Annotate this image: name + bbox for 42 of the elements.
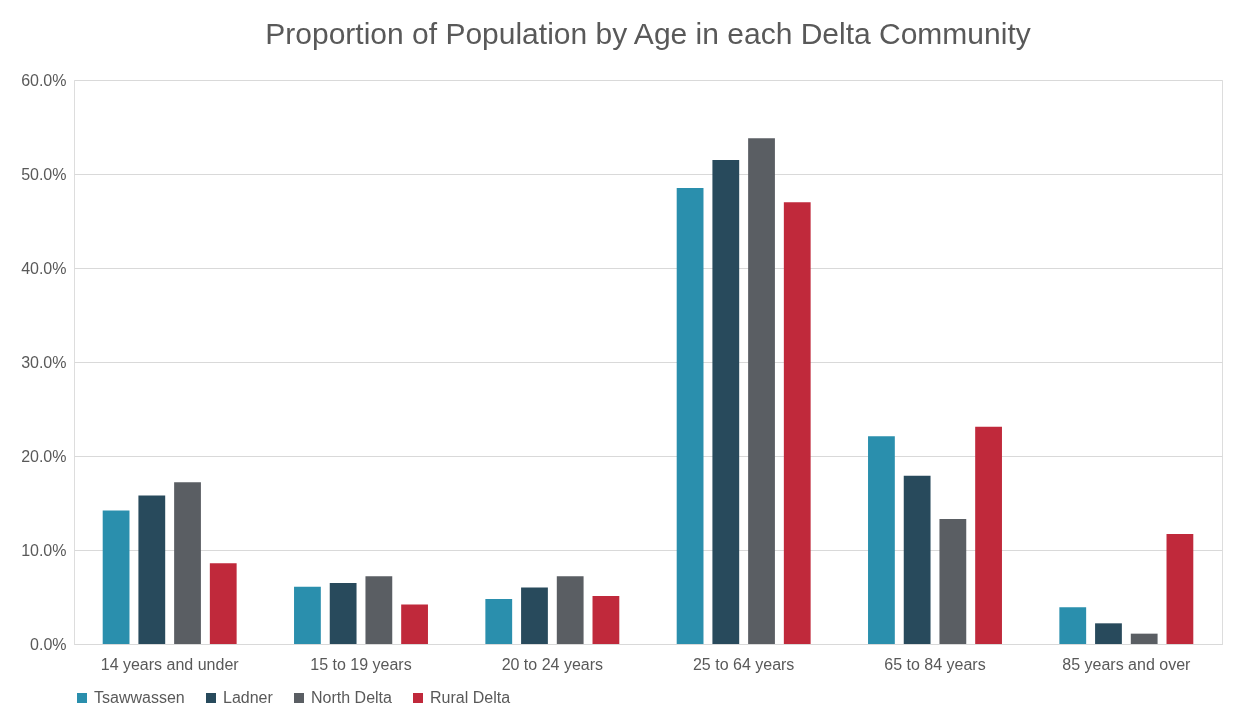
y-tick-label: 60.0% <box>21 71 67 89</box>
y-tick-label: 0.0% <box>30 635 67 653</box>
bar <box>676 188 704 644</box>
bar <box>401 604 428 644</box>
bar <box>939 518 967 644</box>
bar <box>294 586 321 644</box>
bar <box>1166 534 1194 644</box>
chart-title: Proportion of Population by Age in each Delta Community <box>265 17 1031 50</box>
bar <box>975 426 1002 644</box>
bar <box>1130 633 1158 644</box>
x-tick-label: 65 to 84 years <box>884 655 986 673</box>
y-tick-label: 30.0% <box>21 353 67 371</box>
bar <box>365 576 393 644</box>
x-tick-label: 15 to 19 years <box>310 655 412 673</box>
y-tick-label: 10.0% <box>21 541 67 559</box>
bar <box>868 436 895 644</box>
bar <box>1095 623 1122 644</box>
legend-label: Rural Delta <box>430 689 511 706</box>
bar <box>209 563 237 644</box>
x-tick-label: 14 years and under <box>100 655 240 673</box>
bar <box>102 510 130 644</box>
y-tick-label: 20.0% <box>21 447 67 465</box>
bar <box>485 598 513 644</box>
bar <box>903 475 931 644</box>
legend-label: Ladner <box>223 689 274 706</box>
bar <box>329 582 357 644</box>
bar <box>592 596 620 644</box>
legend-label: North Delta <box>311 689 393 706</box>
bar <box>712 159 740 644</box>
bar <box>138 495 166 644</box>
y-tick-label: 50.0% <box>21 165 67 183</box>
bar <box>556 576 584 644</box>
bar <box>783 202 811 644</box>
x-tick-label: 25 to 64 years <box>692 655 795 673</box>
x-tick-label: 20 to 24 years <box>501 655 604 673</box>
x-tick-label: 85 years and over <box>1062 655 1192 673</box>
legend-label: Tsawwassen <box>94 689 185 706</box>
bar <box>748 138 775 644</box>
bar <box>174 482 201 644</box>
bar <box>521 587 548 644</box>
bar <box>1059 607 1087 644</box>
y-tick-label: 40.0% <box>21 259 67 277</box>
